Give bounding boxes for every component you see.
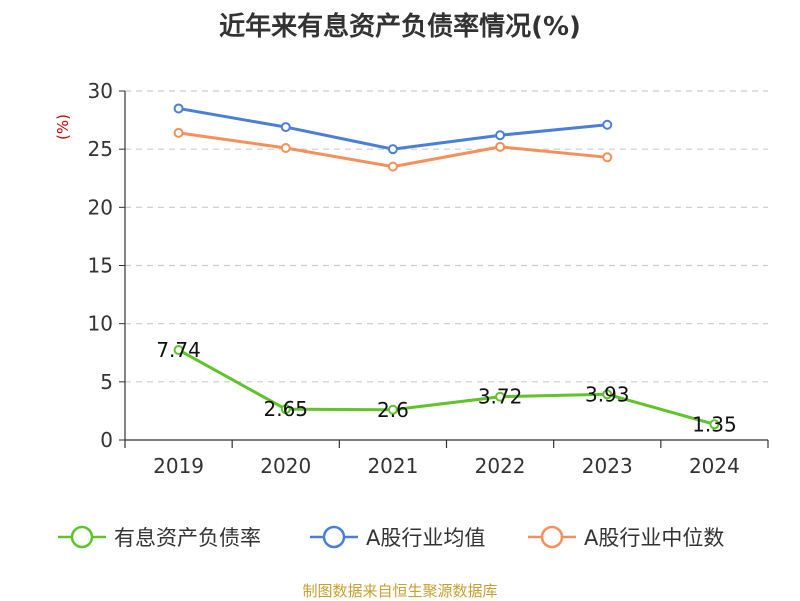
- legend: 有息资产负债率 A股行业均值 A股行业中位数: [58, 525, 724, 550]
- x-tick-label: 2024: [689, 454, 740, 478]
- data-labels: 7.74 2.65 2.6 3.72 3.93 1.35: [156, 338, 736, 436]
- y-tick-label: 15: [88, 254, 113, 278]
- axes: [119, 90, 769, 448]
- x-tick-labels: 2019 2020 2021 2022 2023 2024: [153, 454, 740, 478]
- data-point: [280, 143, 291, 154]
- data-point: [387, 144, 398, 155]
- grid-lines: [125, 90, 768, 383]
- data-label: 3.93: [585, 382, 630, 406]
- y-tick-label: 25: [88, 137, 113, 161]
- data-label: 2.6: [377, 398, 409, 422]
- data-point: [280, 122, 291, 133]
- legend-label: A股行业均值: [366, 526, 485, 550]
- x-tick-label: 2023: [582, 454, 633, 478]
- data-label: 7.74: [156, 338, 201, 362]
- data-label: 3.72: [478, 385, 523, 409]
- x-tick-label: 2020: [260, 454, 311, 478]
- data-point: [387, 161, 398, 172]
- y-tick-label: 30: [88, 79, 113, 103]
- legend-label: 有息资产负债率: [114, 526, 261, 550]
- source-note: 制图数据来自恒生聚源数据库: [302, 582, 498, 600]
- data-point: [173, 127, 184, 138]
- x-tick-label: 2019: [153, 454, 204, 478]
- legend-marker: [322, 525, 346, 549]
- x-tick-label: 2021: [367, 454, 418, 478]
- data-point: [602, 389, 613, 400]
- y-tick-label: 5: [100, 370, 113, 394]
- data-point: [387, 404, 398, 415]
- series-lines: [177, 106, 715, 426]
- x-tick-label: 2022: [475, 454, 526, 478]
- y-tick-labels: 0 5 10 15 20 25 30: [88, 79, 113, 452]
- data-label: 1.35: [692, 412, 737, 436]
- data-point: [602, 152, 613, 163]
- y-tick-label: 0: [100, 428, 113, 452]
- y-tick-label: 20: [88, 195, 113, 219]
- data-point: [495, 130, 506, 141]
- data-point: [495, 141, 506, 152]
- legend-marker: [540, 525, 564, 549]
- data-point: [602, 119, 613, 130]
- series-line: [177, 348, 715, 426]
- data-point: [173, 103, 184, 114]
- data-point: [280, 404, 291, 415]
- series-points: [173, 103, 720, 430]
- y-axis-label: (%): [54, 114, 72, 140]
- data-point: [173, 344, 184, 355]
- data-point: [709, 419, 720, 430]
- legend-marker: [70, 525, 94, 549]
- legend-label: A股行业中位数: [584, 526, 724, 550]
- chart-title: 近年来有息资产负债率情况(%): [219, 12, 581, 42]
- data-label: 2.65: [263, 397, 308, 421]
- data-point: [495, 391, 506, 402]
- y-tick-label: 10: [88, 312, 113, 336]
